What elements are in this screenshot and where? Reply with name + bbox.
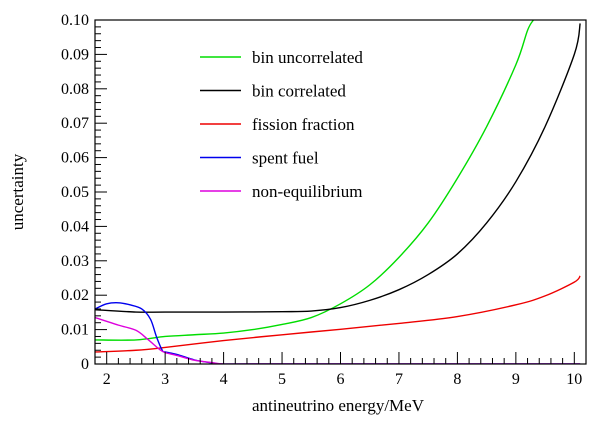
legend-label: spent fuel — [252, 149, 319, 168]
legend-label: fission fraction — [252, 115, 355, 134]
series-line-fission-fraction — [95, 275, 581, 353]
legend-label: bin uncorrelated — [252, 48, 363, 67]
y-tick-label: 0.08 — [61, 81, 89, 98]
y-tick-label: 0 — [81, 356, 89, 373]
y-tick-label: 0.03 — [61, 253, 89, 270]
y-tick-label: 0.04 — [61, 218, 89, 235]
x-tick-label: 9 — [512, 371, 520, 388]
x-tick-label: 4 — [220, 371, 228, 388]
x-tick-label: 6 — [337, 371, 345, 388]
x-tick-label: 10 — [566, 371, 582, 388]
axis-ticks: 2 3 4 5 6 7 8 9 10 0 0.01 0.02 0.03 0.04 0.05 0.06 0.07 0… — [61, 12, 587, 388]
y-tick-label: 0.01 — [61, 322, 89, 339]
x-tick-label: 2 — [103, 371, 111, 388]
y-tick-label: 0.06 — [61, 150, 89, 167]
legend: bin uncorrelated bin correlated fission fr… — [200, 48, 363, 201]
y-tick-label: 0.05 — [61, 184, 89, 201]
x-tick-label: 8 — [453, 371, 461, 388]
y-tick-label: 0.09 — [61, 46, 89, 63]
series-line-bin-uncorrelated — [95, 20, 534, 341]
legend-label: non-equilibrium — [252, 182, 362, 201]
y-tick-label: 0.10 — [61, 12, 89, 29]
x-axis-label: antineutrino energy/MeV — [252, 396, 425, 415]
x-tick-label: 3 — [161, 371, 169, 388]
y-tick-label: 0.02 — [61, 287, 89, 304]
series-line-bin-correlated — [95, 23, 581, 313]
series-lines — [95, 20, 581, 364]
legend-label: bin correlated — [252, 82, 346, 101]
y-axis-label: uncertainty — [8, 153, 27, 230]
y-tick-label: 0.07 — [61, 115, 89, 132]
series-line-non-equilibrium — [95, 316, 581, 364]
x-tick-label: 7 — [395, 371, 403, 388]
x-tick-label: 5 — [278, 371, 286, 388]
